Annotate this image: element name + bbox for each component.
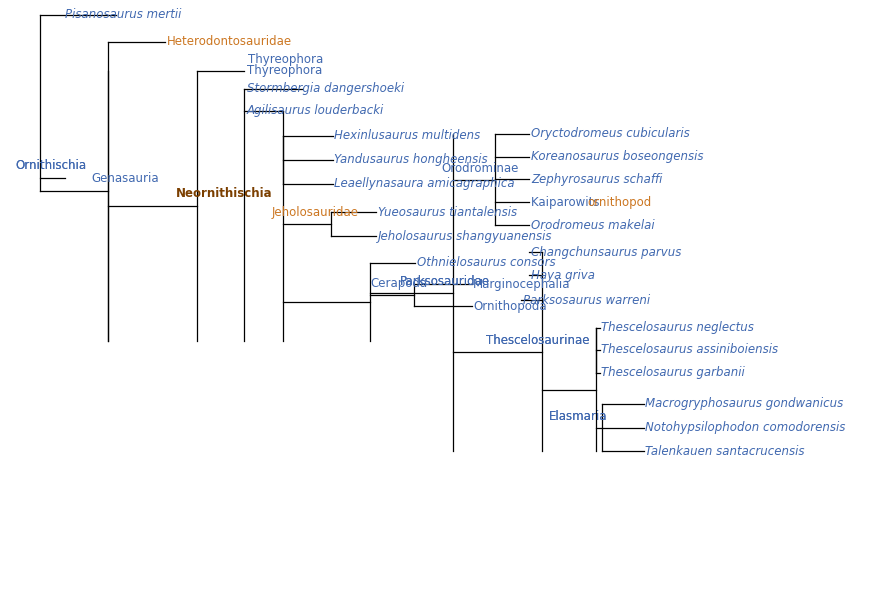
- Text: Thyreophora: Thyreophora: [246, 64, 322, 77]
- Text: Yueosaurus tiantalensis: Yueosaurus tiantalensis: [378, 206, 517, 219]
- Text: Orodromeus makelai: Orodromeus makelai: [531, 219, 654, 232]
- Text: Haya griva: Haya griva: [531, 269, 595, 282]
- Text: Jeholosauridae: Jeholosauridae: [271, 206, 358, 219]
- Text: Kaiparowits: Kaiparowits: [531, 196, 602, 209]
- Text: Neornithischia: Neornithischia: [176, 187, 273, 200]
- Text: Thyreophora: Thyreophora: [248, 53, 323, 66]
- Text: Parksosaurus warreni: Parksosaurus warreni: [523, 294, 649, 307]
- Text: Jeholosaurus shangyuanensis: Jeholosaurus shangyuanensis: [378, 230, 552, 243]
- Text: Macrogryphosaurus gondwanicus: Macrogryphosaurus gondwanicus: [645, 397, 843, 410]
- Text: Genasauria: Genasauria: [91, 172, 159, 185]
- Text: Agilisaurus louderbacki: Agilisaurus louderbacki: [246, 104, 383, 117]
- Text: Cerapoda: Cerapoda: [370, 277, 427, 291]
- Text: Marginocephalia: Marginocephalia: [473, 277, 570, 291]
- Text: Changchunsaurus parvus: Changchunsaurus parvus: [531, 246, 681, 259]
- Text: Thescelosaurinae: Thescelosaurinae: [485, 334, 588, 347]
- Text: Oryctodromeus cubicularis: Oryctodromeus cubicularis: [531, 127, 689, 141]
- Text: Parksosauridae: Parksosauridae: [399, 275, 489, 288]
- Text: Yandusaurus hongheensis: Yandusaurus hongheensis: [334, 153, 488, 166]
- Text: Parksosauridae: Parksosauridae: [399, 275, 489, 288]
- Text: Zephyrosaurus schaffi: Zephyrosaurus schaffi: [531, 173, 662, 186]
- Text: Thescelosaurinae: Thescelosaurinae: [485, 334, 588, 347]
- Text: Thescelosaurus garbanii: Thescelosaurus garbanii: [601, 366, 745, 379]
- Text: Talenkauen santacrucensis: Talenkauen santacrucensis: [645, 445, 804, 458]
- Text: Elasmaria: Elasmaria: [548, 410, 606, 423]
- Text: Stormbergia dangershoeki: Stormbergia dangershoeki: [246, 82, 403, 95]
- Text: Pisanosaurus mertii: Pisanosaurus mertii: [64, 8, 181, 22]
- Text: ornithopod: ornithopod: [587, 196, 651, 209]
- Text: Othnielosaurus consors: Othnielosaurus consors: [417, 256, 555, 269]
- Text: Thescelosaurus assiniboiensis: Thescelosaurus assiniboiensis: [601, 343, 778, 356]
- Text: Heterodontosauridae: Heterodontosauridae: [167, 35, 292, 48]
- Text: Leaellynasaura amicagraphica: Leaellynasaura amicagraphica: [334, 177, 514, 190]
- Text: Koreanosaurus boseongensis: Koreanosaurus boseongensis: [531, 150, 702, 163]
- Text: Hexinlusaurus multidens: Hexinlusaurus multidens: [334, 129, 480, 142]
- Text: Notohypsilophodon comodorensis: Notohypsilophodon comodorensis: [645, 421, 845, 434]
- Text: Ornithischia: Ornithischia: [15, 159, 86, 172]
- Text: Orodrominae: Orodrominae: [440, 162, 517, 175]
- Text: Elasmaria: Elasmaria: [548, 410, 606, 423]
- Text: Ornithopoda: Ornithopoda: [473, 300, 546, 313]
- Text: Thescelosaurus neglectus: Thescelosaurus neglectus: [601, 321, 753, 334]
- Text: Ornithischia: Ornithischia: [15, 159, 86, 172]
